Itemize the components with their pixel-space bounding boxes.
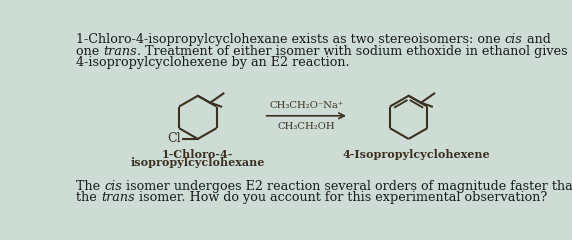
Text: isomer. How do you account for this experimental observation?: isomer. How do you account for this expe… xyxy=(134,191,547,204)
Text: isomer undergoes E2 reaction several orders of magnitude faster than: isomer undergoes E2 reaction several ord… xyxy=(122,180,572,193)
Text: . Treatment of either isomer with sodium ethoxide in ethanol gives: . Treatment of either isomer with sodium… xyxy=(137,45,567,58)
Text: and: and xyxy=(523,33,550,46)
Text: 1-Chloro-4-: 1-Chloro-4- xyxy=(162,149,233,160)
Text: trans: trans xyxy=(101,191,134,204)
Text: one: one xyxy=(76,45,104,58)
Text: CH₃CH₂OH: CH₃CH₂OH xyxy=(277,122,335,131)
Text: CH₃CH₂O⁻Na⁺: CH₃CH₂O⁻Na⁺ xyxy=(269,101,343,110)
Text: 4-isopropylcyclohexene by an E2 reaction.: 4-isopropylcyclohexene by an E2 reaction… xyxy=(76,56,349,69)
Text: trans: trans xyxy=(104,45,137,58)
Text: 4-Isopropylcyclohexene: 4-Isopropylcyclohexene xyxy=(343,149,490,160)
Text: the: the xyxy=(76,191,101,204)
Text: The: The xyxy=(76,180,104,193)
Text: Cl: Cl xyxy=(167,132,181,145)
Text: cis: cis xyxy=(104,180,122,193)
Text: cis: cis xyxy=(505,33,523,46)
Text: 1-Chloro-4-isopropylcyclohexane exists as two stereoisomers: one: 1-Chloro-4-isopropylcyclohexane exists a… xyxy=(76,33,505,46)
Text: isopropylcyclohexane: isopropylcyclohexane xyxy=(130,157,265,168)
